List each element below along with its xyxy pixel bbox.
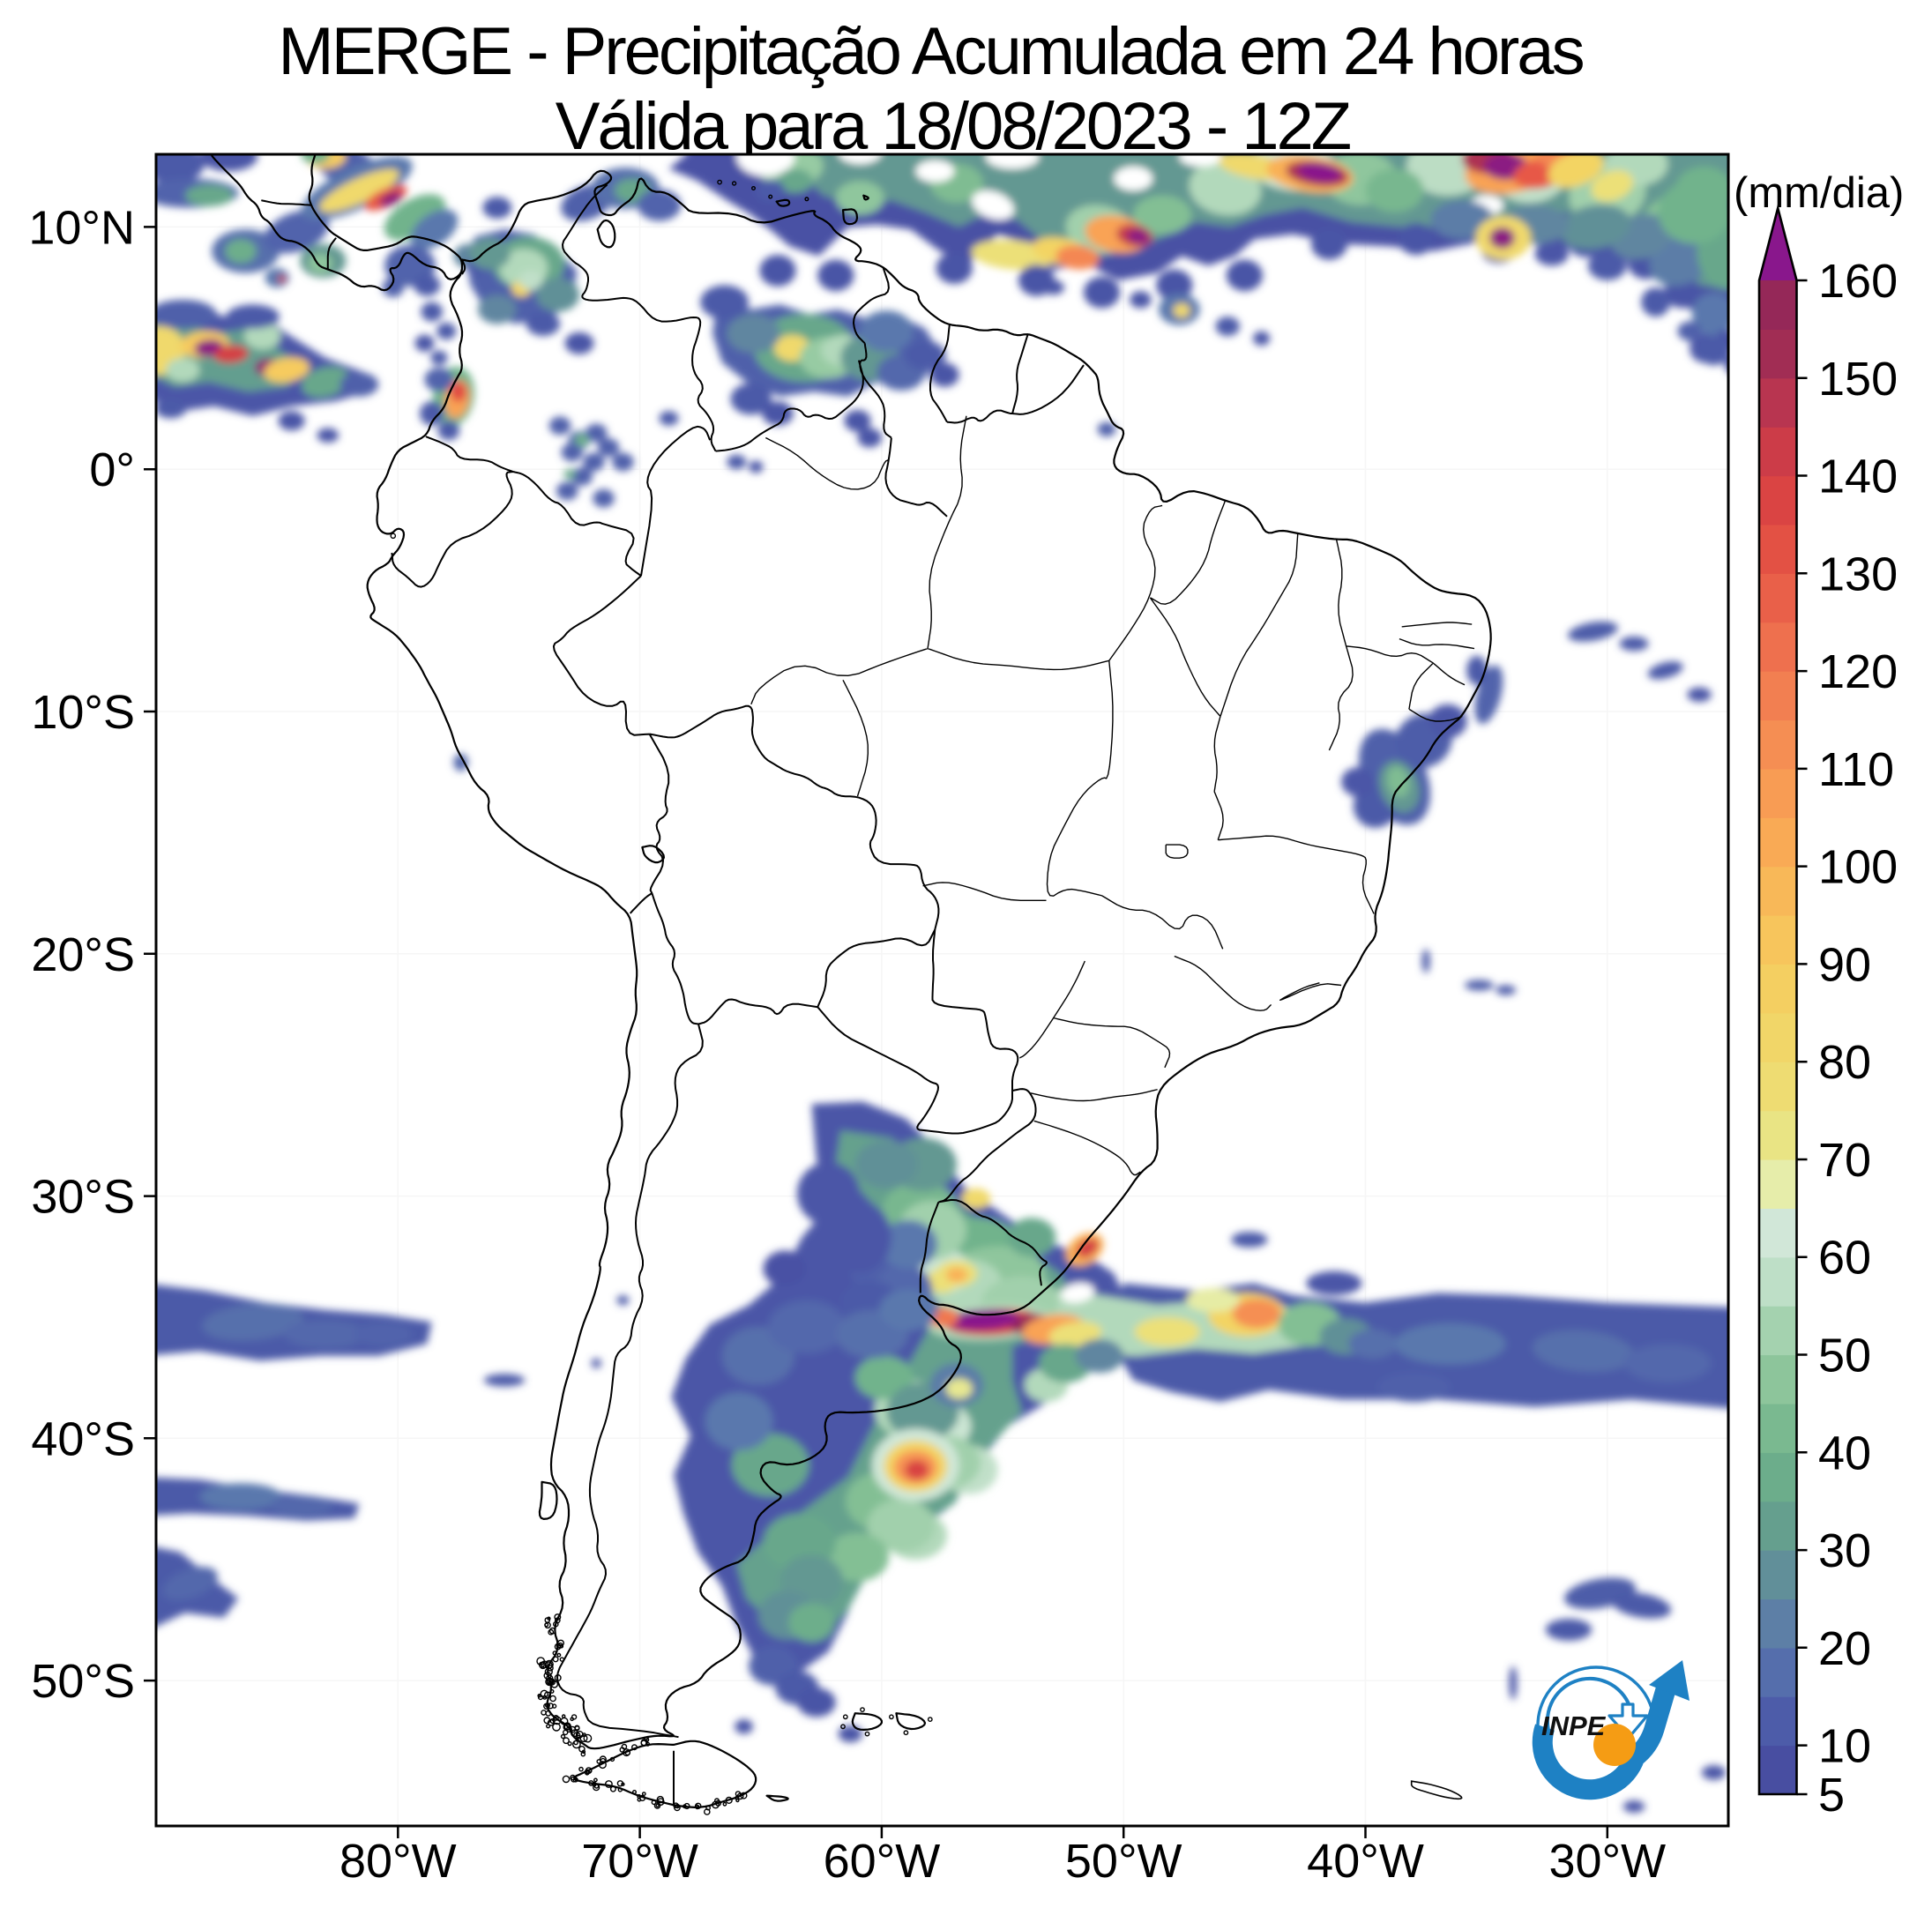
svg-text:40: 40 [1818, 1427, 1871, 1479]
svg-text:5: 5 [1818, 1769, 1845, 1822]
svg-text:10°S: 10°S [31, 686, 135, 739]
svg-text:90: 90 [1818, 938, 1871, 991]
svg-text:80: 80 [1818, 1036, 1871, 1089]
svg-text:50°S: 50°S [31, 1655, 135, 1708]
svg-text:70: 70 [1818, 1134, 1871, 1187]
svg-text:10°N: 10°N [28, 201, 135, 254]
svg-text:120: 120 [1818, 645, 1898, 698]
svg-text:30°S: 30°S [31, 1171, 135, 1224]
svg-text:150: 150 [1818, 353, 1898, 406]
svg-text:60: 60 [1818, 1232, 1871, 1285]
svg-text:0°: 0° [89, 443, 135, 496]
svg-text:110: 110 [1818, 743, 1894, 796]
svg-text:140: 140 [1818, 451, 1898, 503]
svg-text:30: 30 [1818, 1524, 1871, 1577]
svg-text:20: 20 [1818, 1622, 1871, 1675]
svg-text:160: 160 [1818, 255, 1898, 308]
svg-text:130: 130 [1818, 548, 1898, 600]
svg-text:10: 10 [1818, 1720, 1871, 1773]
svg-text:Válida para 18/08/2023 - 12Z: Válida para 18/08/2023 - 12Z [556, 89, 1351, 164]
svg-text:40°W: 40°W [1307, 1835, 1424, 1888]
svg-text:MERGE - Precipitação Acumulada: MERGE - Precipitação Acumulada em 24 hor… [278, 14, 1583, 89]
svg-text:INPE: INPE [1541, 1710, 1607, 1741]
svg-text:60°W: 60°W [824, 1835, 941, 1888]
svg-text:100: 100 [1818, 841, 1898, 894]
svg-text:30°W: 30°W [1548, 1835, 1666, 1888]
svg-text:40°S: 40°S [31, 1412, 135, 1465]
svg-text:80°W: 80°W [339, 1835, 457, 1888]
svg-text:70°W: 70°W [581, 1835, 698, 1888]
svg-text:(mm/dia): (mm/dia) [1734, 169, 1904, 217]
svg-text:20°S: 20°S [31, 928, 135, 981]
svg-text:50°W: 50°W [1065, 1835, 1182, 1888]
svg-text:50: 50 [1818, 1330, 1871, 1382]
